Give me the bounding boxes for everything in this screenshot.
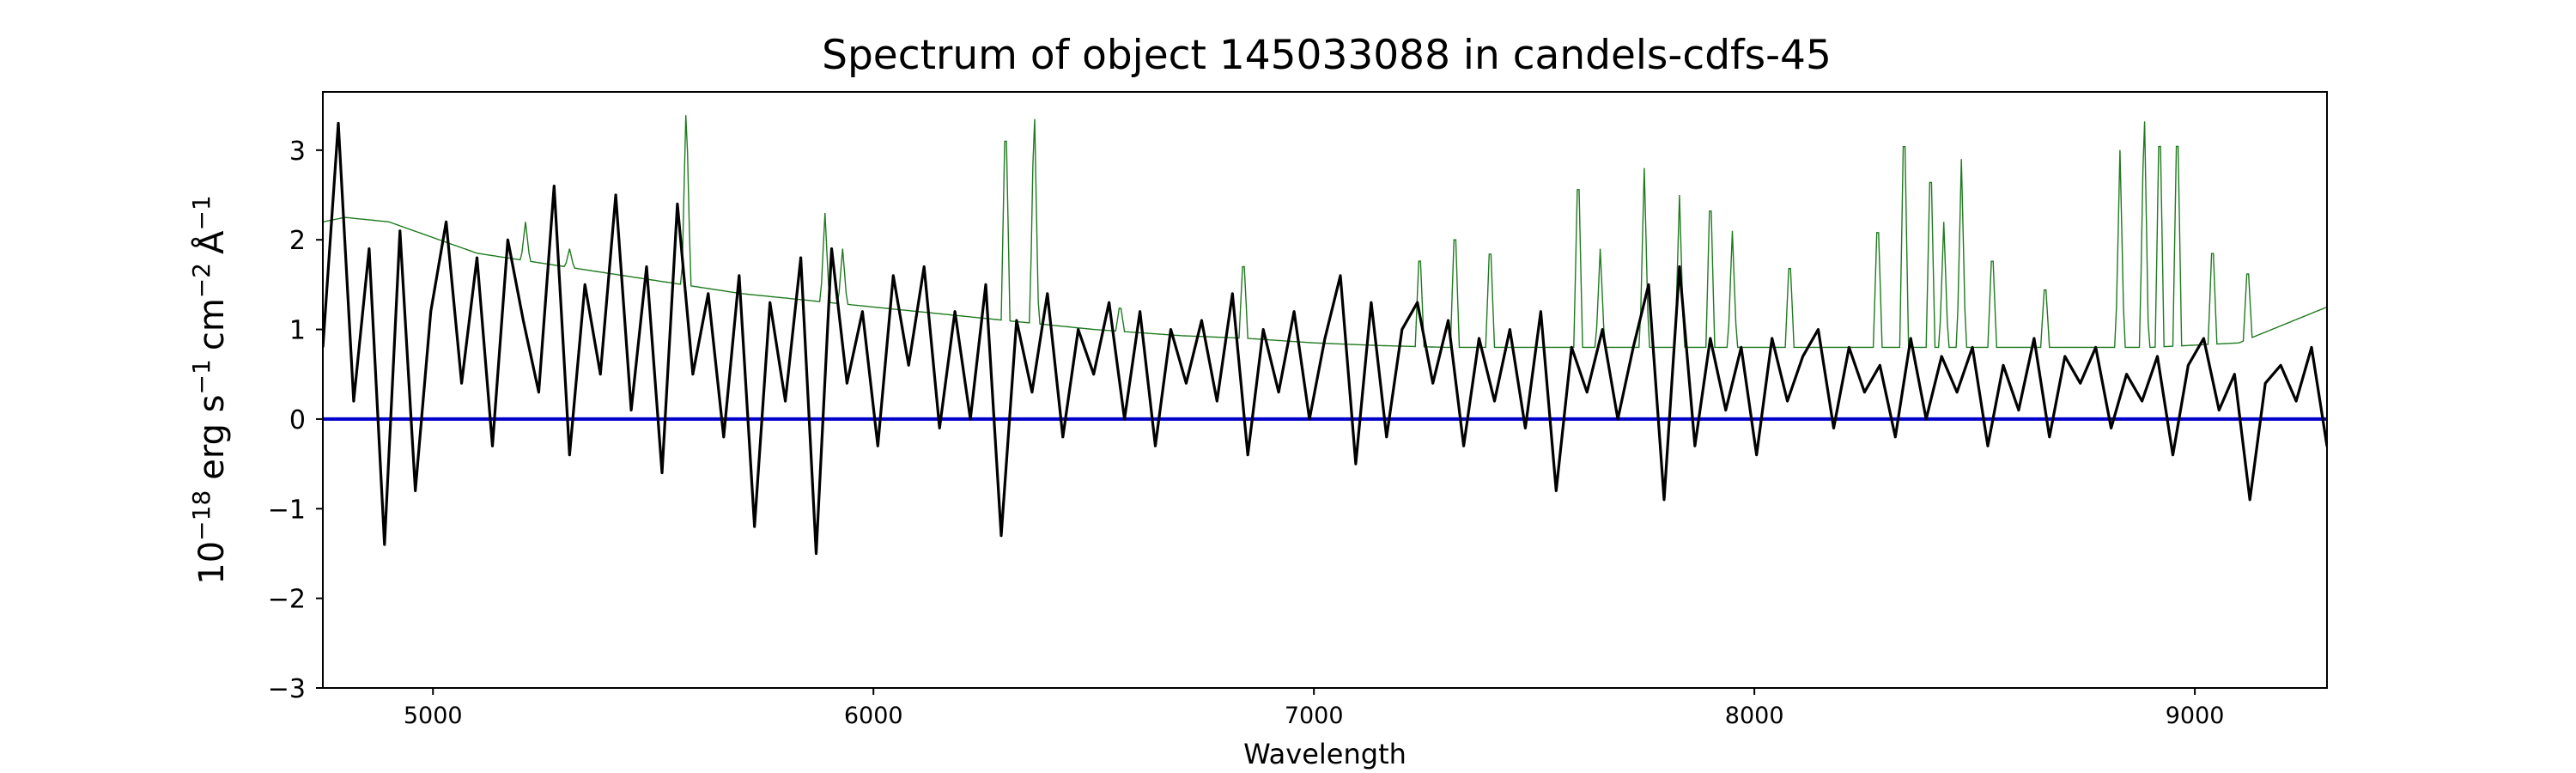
y-tick-label: 1	[289, 316, 306, 346]
x-tick-label: 8000	[1725, 703, 1784, 729]
plot-frame	[322, 91, 2328, 689]
chart-title: Spectrum of object 145033088 in candels-…	[822, 32, 1832, 79]
y-tick-label: −2	[268, 585, 306, 615]
y-tick-label: 2	[289, 226, 306, 256]
y-tick-label: −1	[268, 495, 306, 525]
x-tick-label: 9000	[2166, 703, 2225, 729]
x-axis-label: Wavelength	[1243, 738, 1406, 770]
x-tick-label: 6000	[844, 703, 903, 729]
x-tick-label: 5000	[404, 703, 463, 729]
y-tick-label: 3	[289, 137, 306, 167]
x-tick-label: 7000	[1285, 703, 1344, 729]
y-tick-label: −3	[268, 674, 306, 704]
y-tick-label: 0	[289, 405, 306, 435]
flux-series-line	[323, 121, 2327, 556]
y-axis-label: 10−18erg s−1cm−2Å−1	[187, 195, 233, 584]
